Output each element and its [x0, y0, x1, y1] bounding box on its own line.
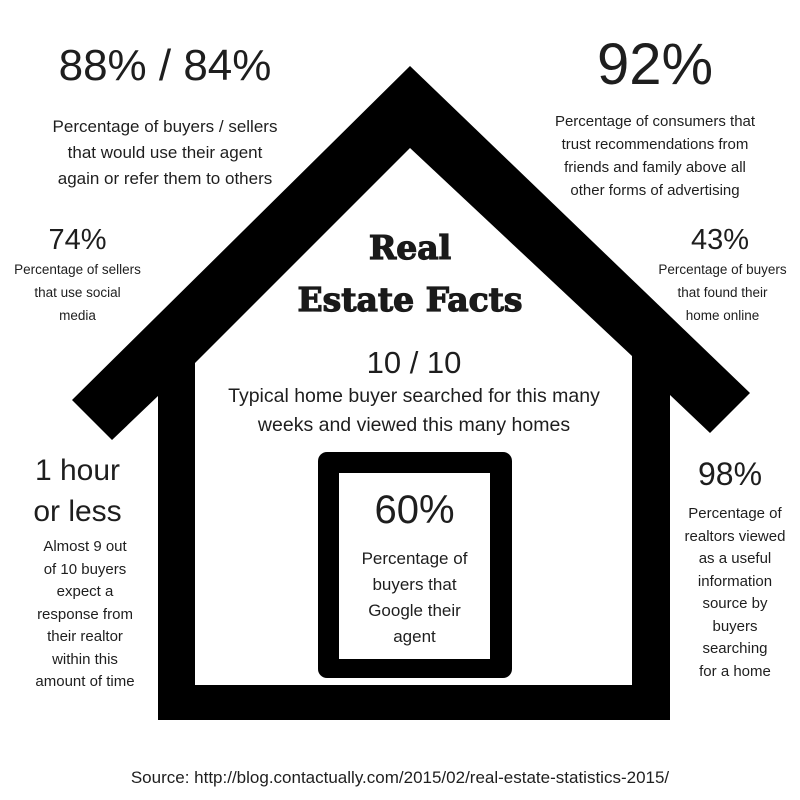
- fact-bottom-left-text: Almost 9 out of 10 buyers expect a respo…: [35, 538, 135, 690]
- fact-phone-text: Percentage of buyers that Google their a…: [361, 549, 468, 646]
- fact-phone-value: 60%: [374, 488, 455, 532]
- fact-mid-left-text: Percentage of sellers that use social me…: [14, 262, 141, 323]
- fact-center-text: Typical home buyer searched for this man…: [228, 385, 600, 436]
- fact-mid-left-value: 74%: [48, 224, 107, 256]
- page-title: Real Estate Facts: [297, 227, 523, 319]
- smartphone-icon: [318, 452, 512, 678]
- source-citation: Source: http://blog.contactually.com/201…: [130, 768, 670, 787]
- fact-center-value: 10 / 10: [366, 345, 462, 380]
- fact-mid-right-value: 43%: [690, 224, 750, 256]
- fact-top-right-text: Percentage of consumers that trust recom…: [554, 113, 756, 199]
- fact-top-left-value: 88% / 84%: [58, 41, 272, 90]
- fact-bottom-right-value: 98%: [697, 456, 763, 492]
- fact-bottom-right-text: Percentage of realtors viewed as a usefu…: [684, 505, 786, 680]
- fact-top-left-text: Percentage of buyers / sellers that woul…: [52, 117, 278, 188]
- fact-mid-right-text: Percentage of buyers that found their ho…: [658, 262, 787, 323]
- fact-bottom-left-value: 1 hour or less: [33, 454, 122, 528]
- fact-top-right-value: 92%: [596, 32, 714, 97]
